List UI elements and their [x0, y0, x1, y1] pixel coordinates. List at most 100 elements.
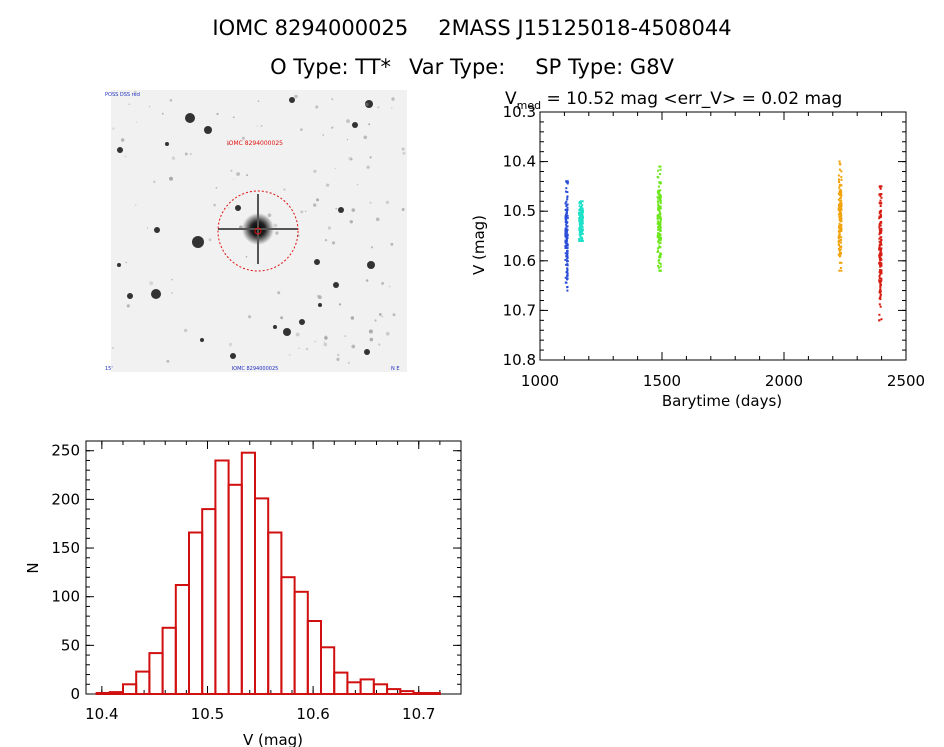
sky-faint-star [377, 106, 380, 109]
light-curve-point-epoch-3 [658, 262, 661, 264]
sky-faint-star [134, 204, 137, 206]
sky-faint-star [147, 227, 149, 229]
light-curve-point-epoch-4 [839, 230, 842, 233]
light-curve-point-epoch-1 [566, 269, 569, 271]
sky-faint-star [351, 344, 356, 349]
sky-faint-star [121, 138, 125, 142]
iomc-id: IOMC 8294000025 [212, 16, 409, 40]
sky-faint-star [124, 155, 127, 158]
light-curve-point-epoch-5 [878, 303, 881, 306]
sky-faint-star [401, 208, 405, 211]
light-curve-point-epoch-1 [566, 274, 569, 277]
sky-faint-star [184, 152, 188, 156]
light-curve-point-epoch-4 [838, 235, 841, 238]
sky-star [185, 113, 195, 123]
sky-faint-star [381, 315, 384, 318]
light-curve-point-epoch-5 [878, 313, 881, 316]
light-curve-point-epoch-5 [879, 289, 881, 292]
light-curve-point-epoch-1 [564, 252, 567, 255]
light-curve-point-epoch-1 [566, 198, 569, 201]
light-curve-point-epoch-2 [579, 227, 582, 230]
target-star [218, 194, 298, 264]
light-curve-point-epoch-3 [659, 265, 662, 268]
light-curve-point-epoch-3 [656, 247, 659, 250]
light-curve-point-epoch-5 [879, 273, 882, 276]
light-curve-point-epoch-5 [879, 216, 882, 218]
light-curve-point-epoch-3 [658, 195, 661, 198]
sky-faint-star [227, 142, 230, 146]
sky-faint-star [153, 180, 156, 184]
light-curve-point-epoch-1 [566, 259, 568, 262]
sky-faint-star [368, 123, 371, 126]
sky-faint-star [401, 147, 405, 151]
light-curve-point-epoch-4 [840, 245, 843, 248]
light-curve-point-epoch-4 [839, 188, 842, 191]
light-curve-point-epoch-5 [878, 269, 881, 272]
light-curve-point-epoch-1 [564, 231, 567, 234]
light-curve-point-epoch-4 [837, 253, 840, 256]
sky-faint-star [228, 207, 230, 209]
sky-star [364, 349, 370, 355]
light-curve-point-epoch-5 [879, 187, 882, 190]
light-curve-point-epoch-1 [564, 235, 567, 238]
light-curve-point-epoch-5 [879, 283, 882, 286]
light-curve-point-epoch-3 [657, 197, 660, 200]
light-curve-point-epoch-3 [658, 235, 661, 238]
light-curve-point-epoch-2 [578, 238, 581, 241]
light-curve-point-epoch-1 [565, 281, 568, 284]
sky-faint-star [348, 156, 353, 161]
sky-faint-star [241, 136, 245, 140]
light-curve-point-epoch-5 [879, 253, 882, 256]
histogram-bar [372, 683, 389, 696]
light-curve-point-epoch-2 [581, 215, 584, 217]
light-curve-point-epoch-4 [838, 225, 840, 228]
light-curve-point-epoch-3 [658, 215, 661, 218]
sky-faint-star [368, 329, 373, 334]
light-curve-point-epoch-5 [878, 271, 881, 274]
light-curve-point-epoch-1 [566, 275, 569, 278]
light-curve-point-epoch-5 [880, 252, 883, 255]
light-curve-point-epoch-5 [879, 213, 882, 216]
sky-faint-star [348, 362, 350, 364]
light-curve-point-epoch-1 [565, 211, 568, 214]
sky-star [352, 122, 358, 128]
sky-faint-star [351, 208, 356, 212]
light-curve-point-epoch-3 [657, 232, 660, 235]
sky-faint-star [331, 241, 336, 245]
light-curve-point-epoch-1 [566, 289, 569, 292]
light-curve-point-epoch-3 [659, 202, 662, 204]
light-curve-point-epoch-3 [658, 256, 661, 258]
light-curve-point-epoch-3 [659, 193, 662, 196]
light-curve-point-epoch-1 [565, 180, 568, 183]
light-curve-point-epoch-4 [839, 228, 842, 231]
histogram-ytick-label: 200 [51, 490, 80, 508]
light-curve-point-epoch-1 [565, 190, 567, 193]
sky-faint-star [323, 341, 326, 343]
light-curve-point-epoch-3 [657, 235, 660, 238]
light-curve-point-epoch-3 [657, 226, 659, 229]
light-curve-point-epoch-3 [659, 220, 662, 222]
sky-star [318, 303, 322, 307]
header-line-2: O Type: TT* Var Type: SP Type: G8V [0, 55, 944, 79]
target-marker [254, 227, 262, 235]
light-curve-point-epoch-5 [879, 272, 882, 275]
histogram-ytick-label: 150 [51, 539, 80, 557]
light-curve-point-epoch-5 [879, 193, 882, 196]
light-curve-point-epoch-5 [880, 269, 883, 272]
light-curve-point-epoch-3 [659, 173, 662, 175]
light-curve-point-epoch-3 [656, 220, 659, 223]
light-curve-xtick-label: 2000 [765, 372, 803, 390]
light-curve-point-epoch-4 [837, 207, 840, 210]
sky-star [338, 207, 344, 213]
light-curve-point-epoch-5 [878, 224, 881, 227]
sky-faint-star [273, 223, 278, 228]
light-curve-point-epoch-3 [657, 264, 660, 267]
light-curve-point-epoch-3 [658, 245, 661, 248]
light-curve-point-epoch-4 [838, 249, 841, 252]
light-curve-point-epoch-2 [579, 225, 582, 228]
sky-faint-star [365, 102, 369, 107]
sky-star [283, 328, 291, 336]
object-type: O Type: TT* [270, 55, 392, 79]
light-curve-point-epoch-3 [659, 246, 662, 249]
